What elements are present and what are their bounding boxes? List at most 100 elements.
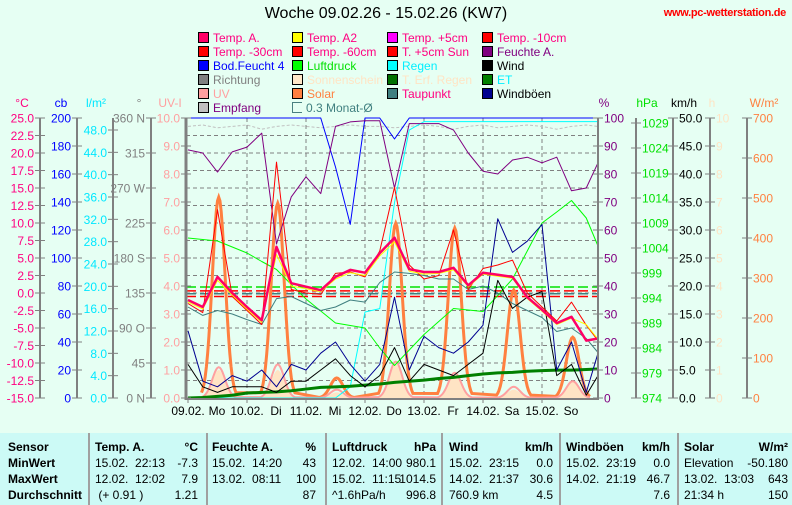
- legend-label: T. +5cm Sun: [402, 45, 470, 59]
- axis-tick-label: 600: [753, 152, 773, 166]
- table-cell: 12.02. 14:00: [332, 456, 403, 470]
- legend-item: Temp. -60cm: [292, 45, 376, 59]
- legend-swatch-icon: [198, 74, 209, 85]
- legend-item: T. +5cm Sun: [387, 45, 469, 59]
- legend-swatch-icon: [482, 88, 493, 99]
- legend-label: 0.3 Monat-Ø: [306, 101, 373, 115]
- axis-tick-label: 6: [716, 224, 723, 238]
- table-cell: 980.1: [405, 456, 436, 470]
- axis-tick-label: 0: [753, 392, 760, 406]
- axis-tick-label: 4.0: [163, 280, 180, 294]
- weather-chart: °C25.022.520.017.515.012.510.07.55.02.50…: [7, 96, 779, 418]
- axis-tick-label: 44.0: [84, 146, 108, 160]
- axis-dir: ° 360 N 315 270 W 225 180 S 135 90 O 45 0 N: [110, 96, 156, 406]
- axis-tick-label: 300: [753, 272, 773, 286]
- legend-item: Temp. -30cm: [198, 45, 282, 59]
- legend-label: Regen: [402, 59, 438, 73]
- table-cell: 150: [767, 488, 788, 502]
- sunshine-area: [319, 392, 354, 398]
- sunshine-area: [496, 389, 531, 398]
- legend-label: Solar: [307, 87, 336, 101]
- axis-tick-label: 3: [716, 308, 723, 322]
- axis-tick-label: 140: [51, 196, 71, 210]
- table-cell: 13.02. 08:11: [212, 472, 282, 486]
- axis-tick-label: -5.0: [13, 322, 34, 336]
- axis-tick-label: 15.0: [11, 182, 35, 196]
- axis-tick-label: 6.0: [163, 224, 180, 238]
- axis-tick-label: 5.0: [17, 252, 34, 266]
- axis-tick-label: 80: [604, 168, 618, 182]
- axis-tick-label: 10: [716, 112, 730, 126]
- axis-tick-label: 35.0: [679, 196, 703, 210]
- table-header-cell: Solar: [684, 440, 715, 454]
- series-feuchte-a-: [187, 120, 599, 245]
- legend-item: T. Erf. Regen: [387, 73, 472, 87]
- sunshine-area: [201, 370, 236, 398]
- axis-tick-label: 4: [716, 280, 723, 294]
- x-axis-day-label: Mi: [329, 404, 342, 418]
- legend-item: Richtung: [198, 73, 260, 87]
- axis-tick-label: 60: [58, 308, 72, 322]
- axis-tick-label: 8.0: [90, 347, 107, 361]
- series-solar: [200, 192, 591, 400]
- axis-tick-label: 994: [642, 292, 662, 306]
- axis-tick-label: 16.0: [84, 302, 108, 316]
- table-cell: 643: [767, 472, 788, 486]
- table-header-cell: Sensor: [8, 440, 49, 454]
- series-luftdruck: [187, 200, 599, 366]
- legend-swatch-icon: [292, 32, 303, 43]
- series-temp-a-: [187, 236, 599, 342]
- table-header-cell: %: [305, 440, 316, 454]
- legend-item: Windböen: [482, 87, 551, 101]
- axis-tick-label: 30.0: [679, 224, 703, 238]
- x-axis-date-label: 09.02.: [171, 404, 204, 418]
- axis-tick-label: 12.0: [84, 325, 108, 339]
- table-header-cell: °C: [184, 440, 198, 454]
- axis-wind: km/h 50.0 45.0 40.0 35.0 30.0 25.0 20.0 15.0 10.0…: [668, 96, 703, 406]
- axis-tick-label: 1019: [642, 167, 669, 181]
- legend-item: Solar: [292, 87, 335, 101]
- axis-rain: l/m² 48.0 44.0 40.0 36.0 32.0 28.0 24.0 20.0 16.0…: [84, 96, 118, 406]
- table-cell: 21:34 h: [684, 488, 725, 502]
- axis-tick-label: 2.5: [17, 269, 34, 283]
- table-cell: 15.02. 22:13: [95, 456, 166, 470]
- axis-tick-label: 7.0: [163, 196, 180, 210]
- axis-tick-label: 40: [604, 280, 618, 294]
- series-taupunkt: [187, 271, 599, 353]
- axis-tick-label: 45: [132, 357, 146, 371]
- table-cell: -50.180: [747, 456, 788, 470]
- axis-tick-label: 8: [716, 168, 723, 182]
- axis-tick-label: 36.0: [84, 191, 108, 205]
- series-wind: [187, 279, 599, 396]
- axis-tick-label: 9: [716, 140, 723, 154]
- axis-tick-label: 1.0: [163, 364, 180, 378]
- axis-unit-label: km/h: [671, 96, 697, 110]
- table-divider: [206, 433, 208, 505]
- axis-tick-label: -12.5: [7, 374, 35, 388]
- legend-item: Regen: [387, 59, 437, 73]
- table-cell: 7.9: [181, 472, 198, 486]
- axis-tick-label: 90: [604, 140, 618, 154]
- axis-tick-label: 979: [642, 367, 662, 381]
- legend-label: Temp. +5cm: [402, 31, 468, 45]
- table-cell: 87: [302, 488, 316, 502]
- legend-label: Temp. A.: [213, 31, 260, 45]
- legend-label: Temp. -60cm: [307, 45, 377, 59]
- x-axis-day-label: Sa: [505, 404, 520, 418]
- axis-tick-label: -10.0: [7, 357, 35, 371]
- axis-tick-label: 28.0: [84, 235, 108, 249]
- axis-tick-label: 25.0: [11, 112, 35, 126]
- axis-tick-label: 400: [753, 232, 773, 246]
- legend-swatch-icon: [482, 46, 493, 57]
- axis-tick-label: 1009: [642, 217, 669, 231]
- chart-title: Woche 09.02.26 - 15.02.26 (KW7): [264, 5, 508, 22]
- table-cell: 15.02. 11:15: [332, 472, 402, 486]
- legend-swatch-icon: [387, 88, 398, 99]
- table-cell: 1.21: [174, 488, 198, 502]
- axis-tick-label: 25.0: [679, 252, 703, 266]
- table-cell: 7.6: [653, 488, 670, 502]
- axis-tick-label: 5.0: [679, 364, 696, 378]
- axis-tick-label: 200: [51, 112, 71, 126]
- axis-tick-label: 700: [753, 112, 773, 126]
